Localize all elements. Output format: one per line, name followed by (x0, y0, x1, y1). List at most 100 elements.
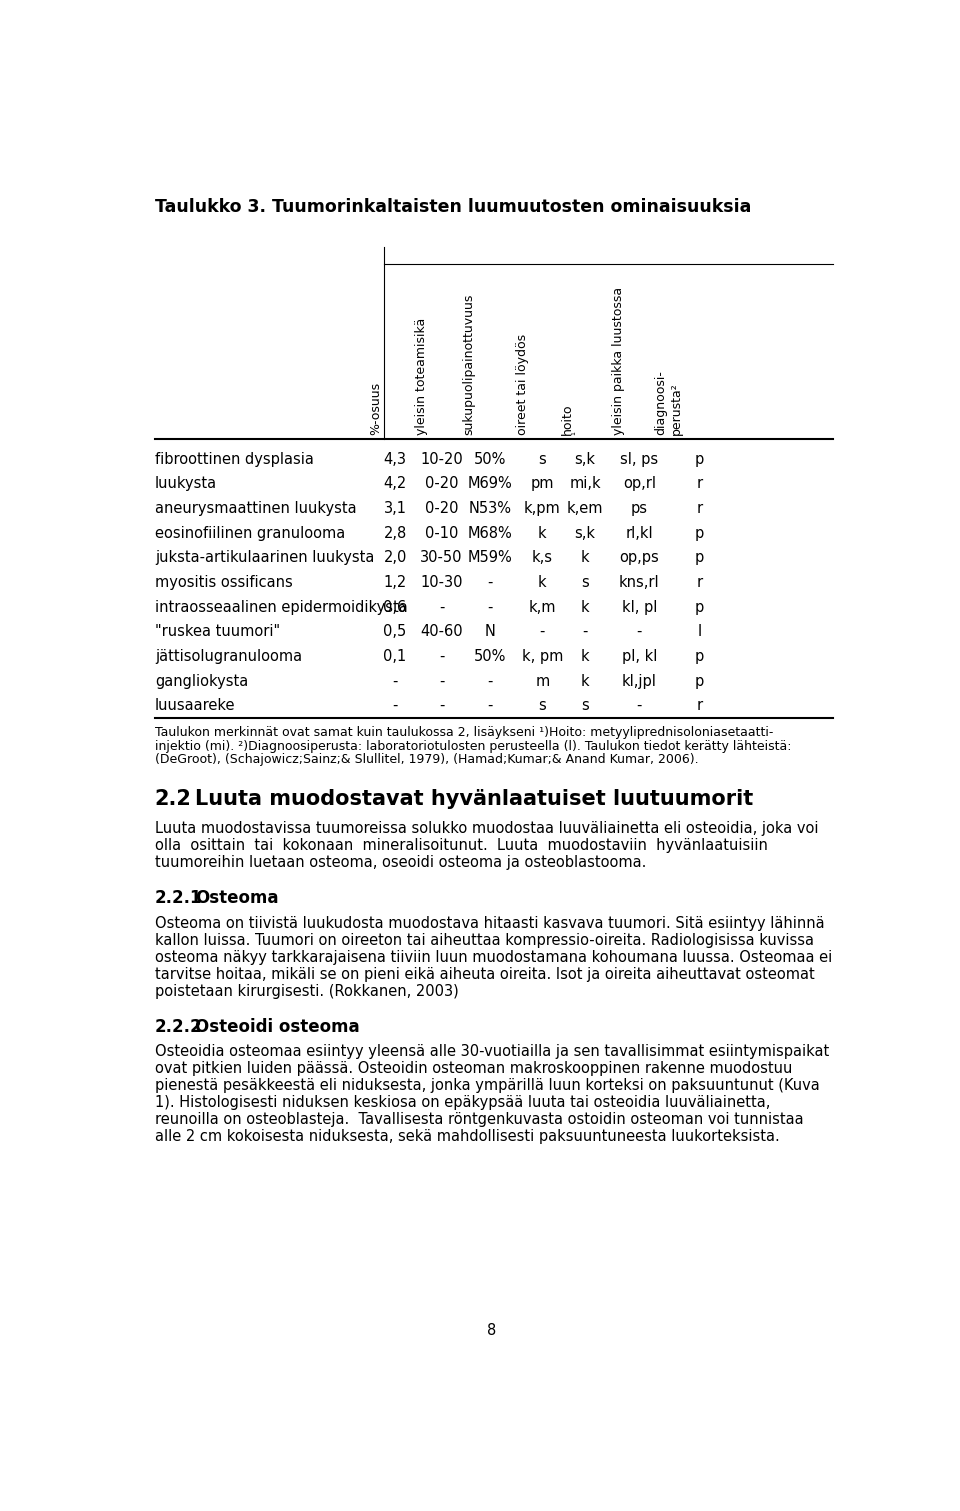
Text: -: - (393, 698, 397, 713)
Text: 1). Histologisesti niduksen keskiosa on epäkypsää luuta tai osteoidia luuväliain: 1). Histologisesti niduksen keskiosa on … (155, 1095, 770, 1111)
Text: -: - (487, 576, 492, 589)
Text: -: - (439, 600, 444, 615)
Text: s: s (581, 698, 588, 713)
Text: Luuta muodostavissa tuumoreissa solukko muodostaa luuväliainetta eli osteoidia, : Luuta muodostavissa tuumoreissa solukko … (155, 820, 818, 836)
Text: Taulukon merkinnät ovat samat kuin taulukossa 2, lisäykseni ¹)Hoito: metyylipred: Taulukon merkinnät ovat samat kuin taulu… (155, 725, 773, 739)
Text: k: k (581, 648, 589, 663)
Text: s: s (539, 698, 546, 713)
Text: 0,5: 0,5 (383, 624, 407, 639)
Text: -: - (636, 698, 642, 713)
Text: alle 2 cm kokoisesta niduksesta, sekä mahdollisesti paksuuntuneesta luukorteksis: alle 2 cm kokoisesta niduksesta, sekä ma… (155, 1129, 780, 1144)
Text: 50%: 50% (473, 648, 506, 663)
Text: reunoilla on osteoblasteja.  Tavallisesta röntgenkuvasta ostoidin osteoman voi t: reunoilla on osteoblasteja. Tavallisesta… (155, 1112, 804, 1127)
Text: sukupuolipainottuvuus: sukupuolipainottuvuus (462, 295, 475, 435)
Text: k, pm: k, pm (521, 648, 564, 663)
Text: 0-20: 0-20 (425, 476, 458, 491)
Text: k,pm: k,pm (524, 502, 561, 517)
Text: m: m (536, 674, 549, 689)
Text: injektio (mi). ²)Diagnoosiperusta: laboratoriotulosten perusteella (l). Taulukon: injektio (mi). ²)Diagnoosiperusta: labor… (155, 739, 791, 752)
Text: s,k: s,k (574, 526, 595, 541)
Text: 2.2: 2.2 (155, 789, 192, 808)
Text: 4,3: 4,3 (384, 452, 407, 467)
Text: luusaareke: luusaareke (155, 698, 235, 713)
Text: Osteoidi osteoma: Osteoidi osteoma (195, 1017, 360, 1035)
Text: p: p (695, 452, 705, 467)
Text: 8: 8 (488, 1322, 496, 1337)
Text: kns,rl: kns,rl (619, 576, 660, 589)
Text: M59%: M59% (468, 550, 512, 565)
Text: oireet tai löydös: oireet tai löydös (516, 334, 529, 435)
Text: k,s: k,s (532, 550, 553, 565)
Text: 2,8: 2,8 (383, 526, 407, 541)
Text: p: p (695, 550, 705, 565)
Text: pienestä pesäkkeestä eli niduksesta, jonka ympärillä luun korteksi on paksuuntun: pienestä pesäkkeestä eli niduksesta, jon… (155, 1079, 820, 1094)
Text: k,m: k,m (529, 600, 556, 615)
Text: kl, pl: kl, pl (621, 600, 657, 615)
Text: intraosseaalinen epidermoidikysta: intraosseaalinen epidermoidikysta (155, 600, 408, 615)
Text: 0-10: 0-10 (425, 526, 458, 541)
Text: ¹: ¹ (571, 432, 581, 435)
Text: M69%: M69% (468, 476, 512, 491)
Text: aneurysmaattinen luukysta: aneurysmaattinen luukysta (155, 502, 356, 517)
Text: -: - (487, 674, 492, 689)
Text: tarvitse hoitaa, mikäli se on pieni eikä aiheuta oireita. Isot ja oireita aiheut: tarvitse hoitaa, mikäli se on pieni eikä… (155, 967, 815, 982)
Text: r: r (697, 576, 703, 589)
Text: 4,2: 4,2 (383, 476, 407, 491)
Text: -: - (439, 674, 444, 689)
Text: op,ps: op,ps (619, 550, 660, 565)
Text: "ruskea tuumori": "ruskea tuumori" (155, 624, 280, 639)
Text: kallon luissa. Tuumori on oireeton tai aiheuttaa kompressio-oireita. Radiologisi: kallon luissa. Tuumori on oireeton tai a… (155, 932, 814, 947)
Text: 2,0: 2,0 (383, 550, 407, 565)
Text: poistetaan kirurgisesti. (Rokkanen, 2003): poistetaan kirurgisesti. (Rokkanen, 2003… (155, 984, 459, 999)
Text: 0,6: 0,6 (383, 600, 407, 615)
Text: 2.2.1: 2.2.1 (155, 888, 203, 907)
Text: p: p (695, 526, 705, 541)
Text: diagnoosi-
perusta²: diagnoosi- perusta² (655, 370, 683, 435)
Text: (DeGroot), (Schajowicz;Sainz;& Slullitel, 1979), (Hamad;Kumar;& Anand Kumar, 200: (DeGroot), (Schajowicz;Sainz;& Slullitel… (155, 754, 699, 766)
Text: juksta-artikulaarinen luukysta: juksta-artikulaarinen luukysta (155, 550, 374, 565)
Text: yleisin paikka luustossa: yleisin paikka luustossa (612, 287, 625, 435)
Text: l: l (698, 624, 702, 639)
Text: -: - (439, 648, 444, 663)
Text: s: s (581, 576, 588, 589)
Text: Osteoma on tiivistä luukudosta muodostava hitaasti kasvava tuumori. Sitä esiinty: Osteoma on tiivistä luukudosta muodostav… (155, 916, 825, 931)
Text: 1,2: 1,2 (383, 576, 407, 589)
Text: 50%: 50% (473, 452, 506, 467)
Text: luukysta: luukysta (155, 476, 217, 491)
Text: gangliokysta: gangliokysta (155, 674, 248, 689)
Text: -: - (540, 624, 545, 639)
Text: mi,k: mi,k (569, 476, 601, 491)
Text: Luuta muodostavat hyvänlaatuiset luutuumorit: Luuta muodostavat hyvänlaatuiset luutuum… (195, 789, 754, 808)
Text: Osteoidia osteomaa esiintyy yleensä alle 30-vuotiailla ja sen tavallisimmat esii: Osteoidia osteomaa esiintyy yleensä alle… (155, 1044, 829, 1059)
Text: 0,1: 0,1 (383, 648, 407, 663)
Text: 10-20: 10-20 (420, 452, 463, 467)
Text: r: r (697, 476, 703, 491)
Text: N53%: N53% (468, 502, 511, 517)
Text: k: k (538, 526, 546, 541)
Text: 3,1: 3,1 (384, 502, 407, 517)
Text: Osteoma: Osteoma (195, 888, 278, 907)
Text: -: - (439, 698, 444, 713)
Text: k: k (538, 576, 546, 589)
Text: 40-60: 40-60 (420, 624, 463, 639)
Text: k: k (581, 600, 589, 615)
Text: 10-30: 10-30 (420, 576, 463, 589)
Text: Taulukko 3. Tuumorinkaltaisten luumuutosten ominaisuuksia: Taulukko 3. Tuumorinkaltaisten luumuutos… (155, 198, 752, 216)
Text: 2.2.2: 2.2.2 (155, 1017, 203, 1035)
Text: eosinofiilinen granulooma: eosinofiilinen granulooma (155, 526, 346, 541)
Text: yleisin toteamisikä: yleisin toteamisikä (416, 319, 428, 435)
Text: k: k (581, 550, 589, 565)
Text: myositis ossificans: myositis ossificans (155, 576, 293, 589)
Text: ovat pitkien luiden päässä. Osteoidin osteoman makroskooppinen rakenne muodostuu: ovat pitkien luiden päässä. Osteoidin os… (155, 1061, 792, 1076)
Text: s,k: s,k (574, 452, 595, 467)
Text: -: - (487, 698, 492, 713)
Text: M68%: M68% (468, 526, 512, 541)
Text: p: p (695, 600, 705, 615)
Text: k: k (581, 674, 589, 689)
Text: tuumoreihin luetaan osteoma, oseoidi osteoma ja osteoblastooma.: tuumoreihin luetaan osteoma, oseoidi ost… (155, 855, 646, 870)
Text: -: - (487, 600, 492, 615)
Text: olla  osittain  tai  kokonaan  mineralisoitunut.  Luuta  muodostaviin  hyvänlaat: olla osittain tai kokonaan mineralisoitu… (155, 839, 768, 854)
Text: N: N (484, 624, 495, 639)
Text: op,rl: op,rl (623, 476, 656, 491)
Text: jättisolugranulooma: jättisolugranulooma (155, 648, 302, 663)
